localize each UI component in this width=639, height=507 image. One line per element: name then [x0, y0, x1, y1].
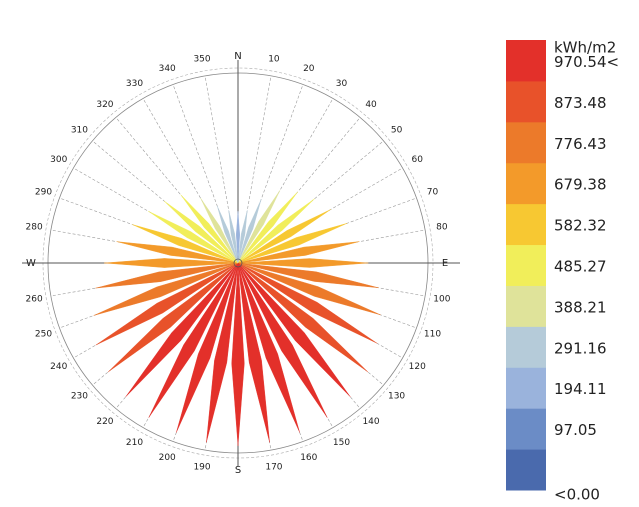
direction-label: 140: [362, 417, 379, 427]
petal: [237, 262, 369, 373]
petal: [176, 262, 239, 433]
legend-swatch: [506, 162, 546, 205]
petal: [217, 205, 239, 264]
petal: [237, 262, 381, 316]
petal: [237, 241, 360, 264]
direction-label: 320: [96, 100, 113, 110]
direction-label: 10: [268, 55, 280, 65]
petal: [237, 198, 315, 264]
petal: [237, 210, 248, 264]
petal: [237, 262, 270, 443]
petal: [237, 190, 281, 264]
legend-label: 388.21: [554, 298, 607, 316]
legend-swatch: [506, 121, 546, 164]
legend-swatch: [506, 408, 546, 450]
center: [233, 258, 243, 268]
legend-label: 194.11: [554, 380, 607, 398]
petal: [132, 224, 239, 264]
legend-swatch: [506, 203, 546, 246]
direction-label: E: [442, 258, 448, 269]
direction-label: W: [26, 258, 36, 269]
petal: [237, 262, 351, 398]
direction-label: 130: [388, 392, 405, 402]
direction-label: 20: [303, 64, 315, 74]
petal: [231, 262, 245, 447]
petal: [116, 241, 239, 264]
petal: [237, 262, 378, 344]
legend-swatch: [506, 80, 546, 123]
direction-label: 120: [409, 362, 426, 372]
direction-label: 150: [333, 438, 350, 448]
petal: [107, 262, 239, 373]
legend-swatch: [506, 449, 546, 491]
direction-label: 230: [71, 392, 88, 402]
petal: [237, 262, 379, 289]
direction-label: 330: [126, 79, 143, 89]
direction-label: 190: [193, 462, 210, 472]
legend-swatch: [506, 244, 546, 286]
legend-swatch: [506, 367, 546, 409]
direction-label: 300: [50, 155, 67, 165]
legend-swatch: [506, 40, 546, 82]
legend-swatch: [506, 326, 546, 368]
direction-label: S: [235, 465, 241, 476]
petal: [228, 210, 239, 264]
direction-label: 340: [159, 64, 176, 74]
petal: [148, 262, 239, 418]
direction-label: 210: [126, 438, 143, 448]
legend-label: 970.54<: [554, 53, 619, 71]
direction-label: 350: [193, 55, 210, 65]
direction-label: 30: [336, 79, 348, 89]
petal: [95, 262, 239, 346]
petal: [237, 223, 348, 264]
direction-label: 110: [424, 329, 441, 339]
direction-label: 200: [159, 453, 176, 463]
direction-label: 40: [365, 100, 377, 110]
petal: [237, 209, 331, 264]
legend-label: 485.27: [554, 258, 607, 276]
petal: [200, 197, 239, 264]
petal: [237, 258, 369, 268]
direction-label: 260: [26, 294, 43, 304]
petal: [164, 200, 239, 264]
legend-label: <0.00: [554, 486, 600, 504]
petal: [95, 262, 239, 289]
direction-label: 290: [35, 188, 52, 198]
legend-label: 582.32: [554, 217, 607, 235]
direction-label: 310: [71, 125, 88, 135]
petal: [237, 199, 262, 264]
legend-label: 97.05: [554, 421, 597, 439]
legend-label: 291.16: [554, 339, 607, 357]
petal: [104, 258, 239, 268]
direction-label: 160: [300, 453, 317, 463]
petal: [236, 211, 240, 264]
legend-title: kWh/m2: [554, 39, 616, 57]
direction-label: 60: [412, 155, 424, 165]
direction-label: 240: [50, 362, 67, 372]
direction-label: 250: [35, 329, 52, 339]
legend-label: 776.43: [554, 135, 607, 153]
direction-label: 170: [265, 462, 282, 472]
petal: [237, 262, 300, 433]
legend-label: 679.38: [554, 176, 607, 194]
direction-label: N: [234, 51, 241, 62]
direction-label: 280: [26, 223, 43, 233]
petal: [93, 262, 239, 316]
petal: [206, 262, 239, 443]
petal: [237, 262, 328, 418]
petal: [125, 262, 239, 398]
legend-swatch: [506, 285, 546, 327]
direction-label: 80: [436, 223, 448, 233]
petal: [180, 194, 239, 264]
direction-label: 100: [433, 294, 450, 304]
petal: [148, 211, 239, 264]
petal: [237, 191, 298, 264]
direction-label: 70: [427, 188, 439, 198]
legend-label: 873.48: [554, 94, 607, 112]
direction-label: 50: [391, 125, 403, 135]
direction-label: 220: [96, 417, 113, 427]
